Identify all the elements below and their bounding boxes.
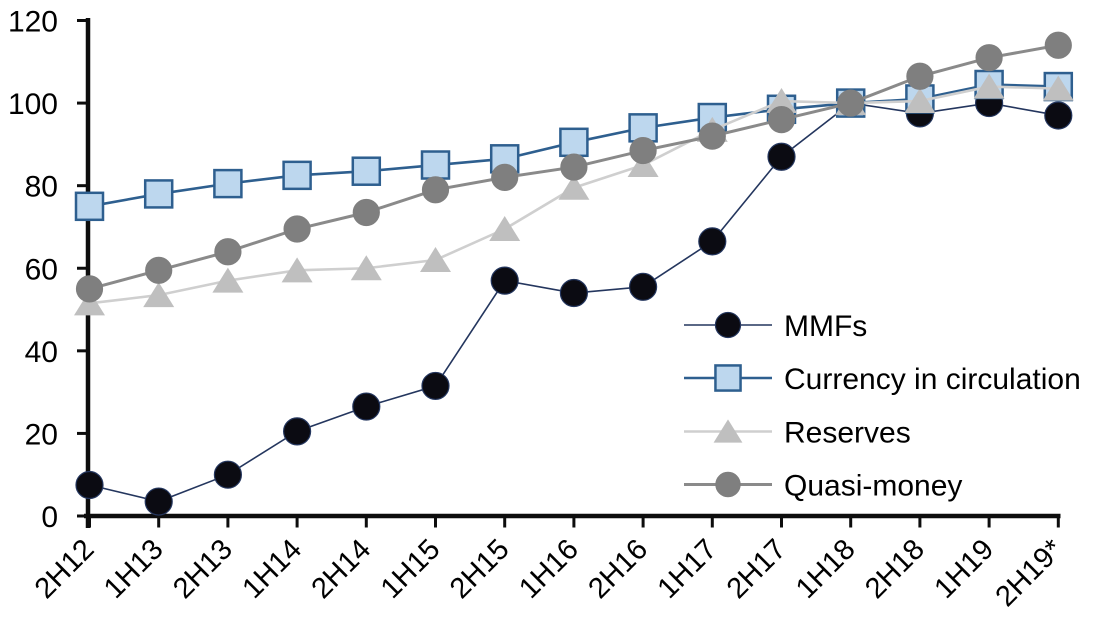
mmfs-marker — [698, 227, 727, 256]
y-axis-tick-label: 120 — [8, 6, 58, 39]
x-axis-tick-label: 1H19 — [928, 533, 1000, 605]
currency-in-circulation-marker — [714, 364, 742, 392]
mmfs-marker — [1044, 101, 1073, 130]
quasi-money-marker — [975, 44, 1003, 72]
mmfs-marker — [352, 392, 381, 421]
x-axis-tick-label: 2H16 — [582, 533, 654, 605]
x-axis-tick-label: 2H12 — [29, 533, 101, 605]
quasi-money-marker — [629, 136, 657, 165]
mmfs-marker — [490, 266, 519, 295]
legend-item-quasi-money: Quasi-money — [684, 470, 962, 503]
y-axis-tick-label: 60 — [25, 253, 58, 286]
currency-in-circulation-marker — [143, 179, 174, 209]
x-axis-tick-label: 2H14 — [306, 533, 378, 605]
mmfs-marker — [75, 470, 104, 500]
legend-item-currency-in-circulation: Currency in circulation — [684, 363, 1081, 396]
y-axis-tick-label: 80 — [25, 171, 58, 204]
quasi-money-marker — [560, 153, 588, 181]
mmfs-marker — [767, 142, 796, 171]
reserves-marker — [973, 73, 1005, 99]
quasi-money-marker — [767, 105, 796, 134]
quasi-money-marker — [1044, 31, 1072, 59]
mmfs-marker — [213, 460, 242, 489]
mmfs-marker — [628, 272, 658, 301]
mmfs-series — [75, 88, 1073, 516]
reserves-marker — [904, 88, 936, 114]
quasi-money-marker — [421, 176, 450, 204]
y-axis-tick-label: 40 — [25, 336, 58, 369]
mmfs-marker — [714, 311, 742, 339]
quasi-money-marker — [491, 163, 519, 192]
x-axis-tick-label: 2H17 — [721, 533, 793, 605]
quasi-money-marker — [837, 89, 865, 117]
currency-in-circulation-marker — [351, 156, 382, 186]
x-axis-tick-label: 2H15 — [444, 533, 516, 605]
reserves-marker — [489, 216, 521, 242]
quasi-money-marker — [214, 238, 242, 266]
x-axis-tick-label: 2H18 — [859, 533, 931, 605]
currency-in-circulation-marker — [559, 127, 589, 158]
reserves-marker — [627, 152, 659, 178]
x-axis-tick-label: 2H19* — [990, 533, 1070, 613]
mmfs-marker — [421, 371, 450, 401]
y-axis-tick-label: 20 — [25, 418, 58, 451]
currency-in-circulation-marker — [420, 150, 451, 180]
x-axis-tick-label: 1H15 — [375, 533, 447, 605]
y-axis-tick-label: 100 — [8, 88, 58, 121]
legend-item-mmfs: MMFs — [684, 310, 867, 343]
reserves-marker — [212, 267, 244, 293]
y-axis-tick-label: 0 — [41, 501, 58, 534]
mmfs-marker — [559, 278, 589, 308]
quasi-money-marker — [75, 275, 104, 303]
reserves-marker — [350, 255, 382, 281]
legend-label: Reserves — [784, 417, 911, 450]
currency-in-circulation-marker — [213, 168, 243, 199]
quasi-money-marker — [145, 256, 173, 284]
currency-in-circulation-marker — [74, 191, 105, 222]
quasi-money-marker — [352, 198, 380, 227]
quasi-money-marker — [715, 471, 741, 498]
currency-in-circulation-marker — [282, 160, 312, 191]
reserves-marker — [420, 246, 451, 272]
reserves-marker — [74, 290, 105, 316]
mmfs-marker — [144, 487, 173, 516]
mmfs-marker — [283, 417, 312, 446]
quasi-money-series — [75, 31, 1072, 303]
currency-in-circulation-marker — [628, 113, 658, 143]
reserves-marker — [766, 88, 797, 114]
x-axis-tick-label: 1H14 — [236, 533, 308, 605]
quasi-money-marker — [698, 122, 726, 150]
reserves-marker — [143, 282, 175, 308]
legend-label: MMFs — [784, 310, 867, 343]
x-axis-tick-label: 1H17 — [652, 533, 724, 605]
legend-label: Quasi-money — [784, 470, 962, 503]
x-axis-tick-label: 2H13 — [167, 533, 239, 605]
x-axis-tick-label: 1H13 — [98, 533, 170, 605]
quasi-money-marker — [906, 62, 934, 90]
x-axis-tick-label: 1H18 — [790, 533, 862, 605]
reserves-marker — [1042, 75, 1074, 101]
x-axis-tick-label: 1H16 — [513, 533, 585, 605]
reserves-marker — [281, 257, 313, 283]
reserves-marker — [713, 419, 743, 443]
legend-item-reserves: Reserves — [684, 417, 911, 450]
legend-label: Currency in circulation — [784, 363, 1081, 396]
reserves-marker — [558, 174, 590, 200]
quasi-money-marker — [283, 215, 311, 243]
